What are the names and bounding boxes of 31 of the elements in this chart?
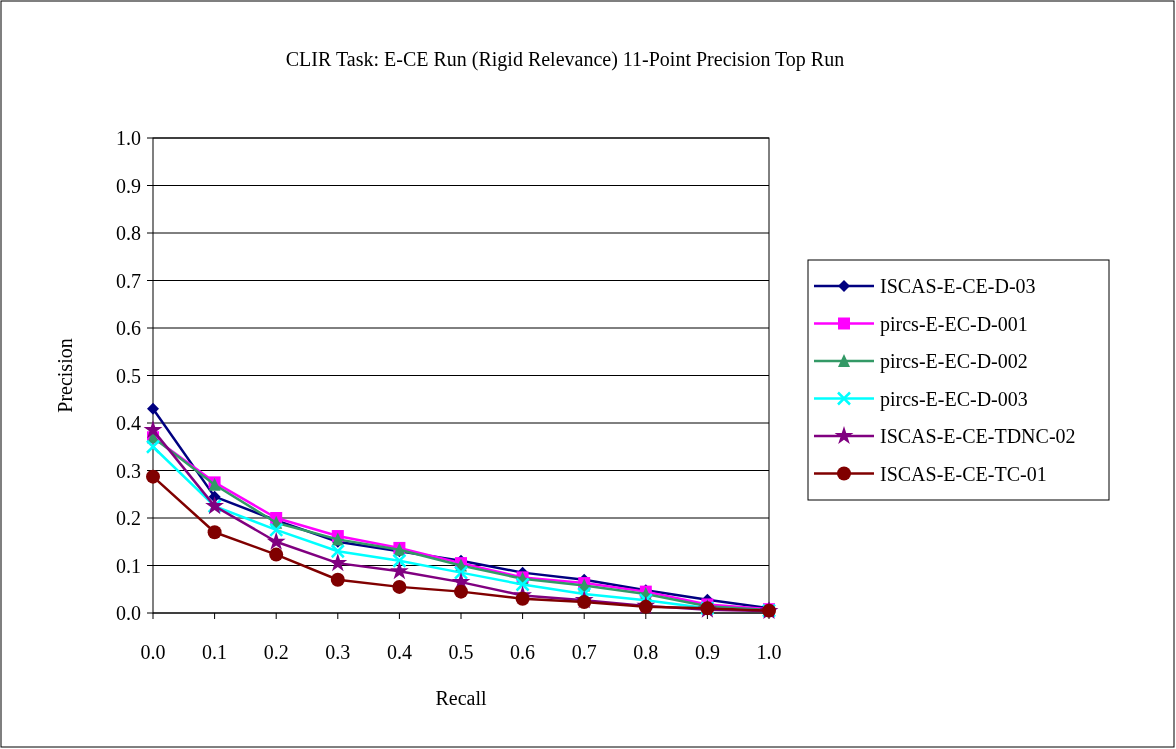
y-tick-label: 0.9	[116, 174, 141, 197]
y-tick-label: 0.1	[116, 554, 141, 577]
x-tick-label: 0.9	[694, 641, 720, 663]
x-tick-label: 0.8	[633, 641, 659, 663]
x-tick-label: 0.4	[386, 641, 412, 663]
x-tick-label: 0.2	[263, 641, 289, 663]
chart-title: CLIR Task: E-CE Run (Rigid Relevance) 11-Point Precision Top Run	[285, 48, 845, 71]
y-tick-label: 0.3	[116, 459, 141, 482]
y-tick-label: 0.4	[116, 412, 141, 434]
y-tick-label: 0.2	[116, 507, 141, 529]
x-tick-label: 0.6	[510, 641, 536, 663]
y-tick-label: 0.8	[116, 222, 141, 244]
y-tick-label: 0.6	[116, 317, 141, 339]
legend-label: ISCAS-E-CE-D-03	[880, 275, 1036, 297]
x-axis-title: Recall	[435, 687, 487, 709]
x-tick-label: 0.3	[325, 641, 351, 663]
legend-label: pircs-E-EC-D-002	[880, 350, 1028, 373]
x-tick-label: 0.1	[202, 641, 228, 663]
legend-label: pircs-E-EC-D-003	[880, 387, 1028, 411]
x-tick-label: 0.5	[448, 641, 474, 663]
x-tick-label: 0.7	[571, 641, 597, 663]
x-tick-label: 0.0	[140, 641, 166, 663]
y-tick-label: 1.0	[116, 127, 141, 149]
legend-label: pircs-E-EC-D-001	[880, 312, 1028, 336]
y-tick-label: 0.7	[116, 269, 141, 292]
x-tick-label: 1.0	[756, 641, 782, 663]
y-tick-label: 0.0	[116, 602, 141, 624]
legend-label: ISCAS-E-CE-TDNC-02	[880, 425, 1076, 447]
y-tick-label: 0.5	[116, 364, 141, 387]
y-axis-title: Precision	[54, 338, 76, 413]
legend-label: ISCAS-E-CE-TC-01	[880, 462, 1047, 485]
